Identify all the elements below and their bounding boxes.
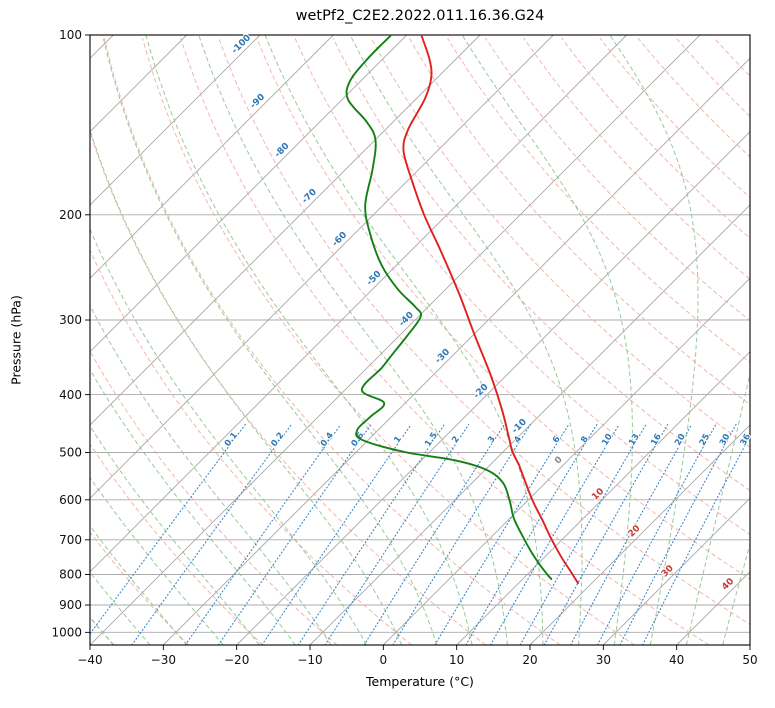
svg-text:-30: -30 <box>434 347 453 366</box>
svg-text:3: 3 <box>486 435 498 445</box>
svg-text:30: 30 <box>660 564 676 580</box>
svg-text:0.2: 0.2 <box>269 431 286 449</box>
moist-adiabat-lines <box>90 35 750 645</box>
svg-text:20: 20 <box>673 432 688 447</box>
svg-text:300: 300 <box>59 313 82 327</box>
svg-text:-50: -50 <box>365 269 384 288</box>
pressure-gridlines <box>90 214 750 633</box>
svg-text:1.5: 1.5 <box>423 431 440 449</box>
svg-text:-10: -10 <box>510 417 529 436</box>
svg-text:0: 0 <box>380 653 388 667</box>
svg-text:-40: -40 <box>397 310 416 329</box>
svg-text:1: 1 <box>392 434 404 445</box>
temperature-curve <box>402 35 579 585</box>
mixing-ratio-lines <box>90 423 750 645</box>
x-axis-label: Temperature (°C) <box>366 674 474 689</box>
svg-text:-100: -100 <box>230 33 253 56</box>
plot-area <box>90 35 750 645</box>
svg-text:100: 100 <box>59 28 82 42</box>
svg-text:0: 0 <box>553 455 565 467</box>
mixing-ratio-labels: 0.1 0.2 0.4 0.6 1 1.5 2 3 4 6 8 10 13 16 20 25 30 36 <box>222 430 754 450</box>
svg-text:20: 20 <box>522 653 537 667</box>
svg-text:-60: -60 <box>331 230 350 249</box>
y-axis-label: Pressure (hPa) <box>8 295 24 385</box>
plot-frame <box>89 34 751 646</box>
svg-text:-90: -90 <box>249 92 268 111</box>
svg-text:36: 36 <box>739 432 753 447</box>
chart-title: wetPf2_C2E2.2022.011.16.36.G24 <box>295 8 545 24</box>
svg-text:1000: 1000 <box>51 626 82 640</box>
axis-tick-labels: −40 −30 −20 −10 0 10 20 30 40 5010020030040050060… <box>51 28 757 667</box>
svg-text:−30: −30 <box>151 653 176 667</box>
svg-text:2: 2 <box>450 434 462 445</box>
svg-text:−40: −40 <box>77 653 102 667</box>
sounding-curves <box>345 35 579 585</box>
svg-text:0.1: 0.1 <box>223 431 240 449</box>
svg-text:800: 800 <box>59 568 82 582</box>
svg-text:500: 500 <box>59 446 82 460</box>
dry-adiabat-lines <box>90 37 750 645</box>
svg-text:900: 900 <box>59 598 82 612</box>
svg-text:-80: -80 <box>273 141 292 160</box>
svg-text:700: 700 <box>59 533 82 547</box>
svg-text:30: 30 <box>596 653 611 667</box>
svg-text:10: 10 <box>449 653 464 667</box>
svg-text:-20: -20 <box>472 382 491 401</box>
axis-ticks <box>85 34 751 650</box>
svg-text:10: 10 <box>600 432 615 447</box>
svg-text:0.4: 0.4 <box>319 431 336 449</box>
svg-text:400: 400 <box>59 388 82 402</box>
svg-text:50: 50 <box>742 653 757 667</box>
svg-text:200: 200 <box>59 208 82 222</box>
dewpoint-curve <box>345 35 553 580</box>
svg-text:600: 600 <box>59 493 82 507</box>
svg-text:-70: -70 <box>300 187 319 206</box>
svg-text:40: 40 <box>669 653 684 667</box>
isotherm-lines <box>90 35 750 645</box>
svg-text:−10: −10 <box>297 653 322 667</box>
svg-text:−20: −20 <box>224 653 249 667</box>
svg-text:40: 40 <box>720 577 736 593</box>
